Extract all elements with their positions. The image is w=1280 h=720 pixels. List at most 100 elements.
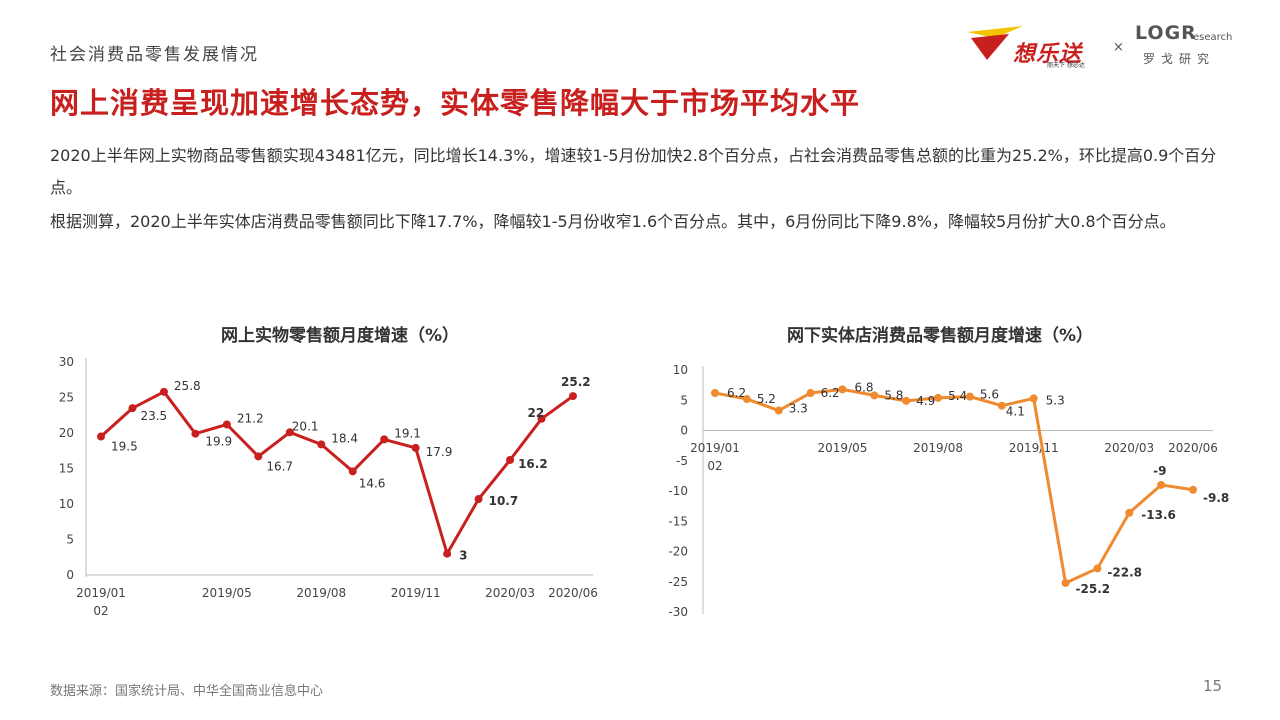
online-data-point [474, 495, 483, 504]
online-data-label: 25.2 [561, 375, 591, 389]
online-data-label: 17.9 [426, 445, 453, 459]
offline-data-label: -25.2 [1076, 582, 1111, 596]
online-data-point [254, 452, 263, 461]
online-y-tick-label: 10 [59, 497, 74, 511]
online-x-tick-label: 2019/11 [391, 586, 441, 600]
online-data-label: 14.6 [359, 476, 386, 490]
brand-b-cn: 罗戈研究 [1143, 52, 1216, 66]
offline-series-line [714, 387, 1194, 585]
offline-data-point [870, 391, 879, 400]
offline-data-point [742, 395, 751, 404]
online-data-point [191, 429, 200, 438]
online-y-tick-label: 15 [59, 462, 74, 476]
online-data-point [411, 443, 420, 452]
paragraph-online: 2020上半年网上实物商品零售额实现43481亿元，同比增长14.3%，增速较1… [50, 146, 1217, 197]
online-data-point [159, 387, 168, 396]
online-data-label: 3 [459, 549, 467, 563]
offline-data-label: -9.8 [1203, 491, 1229, 505]
offline-data-label: 5.8 [884, 388, 903, 402]
offline-data-point [997, 401, 1006, 410]
online-data-label: 19.5 [111, 440, 138, 454]
online-data-label: 20.1 [292, 419, 319, 433]
online-y-tick-label: 20 [59, 426, 74, 440]
offline-data-label: 5.3 [1046, 393, 1065, 407]
online-x-tick-label: 2020/03 [485, 586, 535, 600]
chart-title-offline: 网下实体店消费品零售额月度增速（%） [786, 326, 1094, 346]
offline-data-point [1189, 485, 1197, 494]
offline-data-point [774, 406, 783, 415]
offline-y-tick-label: -20 [668, 545, 688, 559]
online-y-tick-label: 0 [66, 568, 74, 582]
online-data-label: 23.5 [140, 409, 167, 423]
brand-b-name: LOGR [1135, 22, 1197, 44]
offline-data-point [1157, 480, 1166, 489]
online-data-point [380, 435, 389, 444]
online-data-label: 25.8 [174, 379, 201, 393]
online-data-label: 22 [528, 406, 545, 420]
offline-x-tick-label: 2019/11 [1009, 441, 1059, 455]
offline-x-tick-label: 2019/05 [818, 441, 868, 455]
page-headline: 网上消费呈现加速增长态势，实体零售降幅大于市场平均水平 [50, 86, 861, 120]
online-x-tick-label-line2: 02 [93, 604, 108, 618]
offline-x-tick-label-line2: 02 [707, 459, 722, 473]
page-number: 15 [1203, 677, 1223, 695]
section-label: 社会消费品零售发展情况 [50, 45, 259, 65]
offline-y-tick-label: -15 [668, 514, 688, 528]
offline-data-label: -22.8 [1107, 565, 1142, 579]
offline-data-label: 4.1 [1006, 405, 1025, 419]
offline-data-point [806, 388, 815, 397]
offline-data-point [934, 393, 943, 402]
brand-separator: × [1113, 40, 1124, 55]
offline-data-label: 6.2 [727, 386, 746, 400]
online-data-point [569, 392, 577, 401]
online-y-tick-label: 30 [59, 355, 74, 369]
offline-data-point [1093, 564, 1102, 573]
offline-x-tick-label: 2020/06 [1168, 441, 1218, 455]
online-x-tick-label: 2019/01 [76, 586, 126, 600]
offline-y-tick-label: -25 [668, 575, 688, 589]
brand-b-suffix: esearch [1193, 32, 1233, 43]
online-data-point [348, 467, 357, 476]
brand-logos: 想乐送 丽天下 想必达 × LOGR esearch 罗戈研究 [965, 18, 1245, 69]
online-data-point [128, 404, 137, 413]
online-data-label: 16.7 [266, 459, 293, 473]
offline-data-label: -13.6 [1141, 508, 1176, 522]
offline-y-tick-label: -10 [668, 484, 688, 498]
offline-data-point [1029, 394, 1038, 403]
offline-data-label: 3.3 [789, 402, 808, 416]
online-data-point [222, 420, 231, 429]
online-series-line [99, 390, 574, 556]
online-data-label: 18.4 [331, 431, 358, 445]
brand-a-tagline: 丽天下 想必达 [1047, 62, 1085, 69]
offline-y-tick-label: 0 [680, 424, 688, 438]
offline-y-tick-label: 5 [680, 393, 688, 407]
online-data-point [506, 455, 515, 464]
online-data-point [317, 440, 326, 449]
offline-x-tick-label: 2019/08 [913, 441, 963, 455]
online-data-label: 10.7 [489, 494, 519, 508]
data-source: 数据来源：国家统计局、中华全国商业信息中心 [50, 684, 324, 699]
offline-data-label: 4.9 [916, 394, 935, 408]
offline-data-label: 5.4 [948, 389, 967, 403]
brand-a-logo-icon [967, 26, 1023, 60]
offline-data-label: 5.2 [757, 392, 776, 406]
online-data-point [537, 414, 546, 423]
online-data-point [285, 428, 294, 437]
brand-a-name: 想乐送 [1013, 42, 1083, 67]
offline-x-tick-label: 2020/03 [1104, 441, 1154, 455]
online-y-tick-label: 25 [59, 391, 74, 405]
online-data-label: 21.2 [237, 411, 264, 425]
paragraph-offline: 根据测算，2020上半年实体店消费品零售额同比下降17.7%，降幅较1-5月份收… [50, 212, 1176, 231]
offline-data-point [1125, 508, 1134, 517]
offline-data-label: -9 [1153, 464, 1166, 478]
offline-x-tick-label: 2019/01 [690, 441, 740, 455]
offline-data-point [902, 396, 911, 405]
offline-y-tick-label: -5 [676, 454, 688, 468]
offline-data-point [1061, 578, 1070, 587]
offline-data-label: 6.8 [854, 380, 873, 394]
online-y-tick-label: 5 [66, 533, 74, 547]
offline-data-point [838, 385, 847, 394]
offline-data-point [965, 392, 974, 401]
offline-data-point [711, 388, 719, 397]
online-data-point [97, 432, 105, 441]
